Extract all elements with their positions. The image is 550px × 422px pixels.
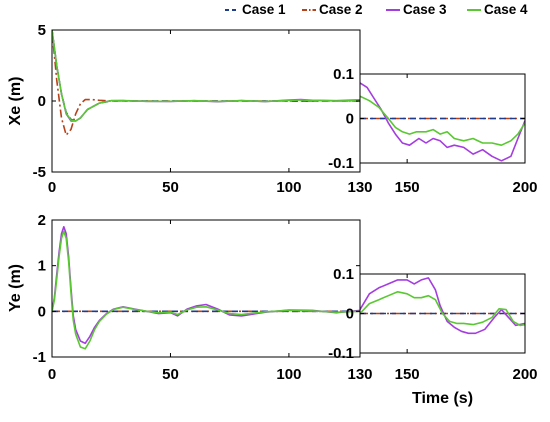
series-group <box>360 82 525 162</box>
series-group <box>52 226 360 350</box>
x-tick-label: 50 <box>162 366 179 383</box>
legend: Case 1 Case 2 Case 3 Case 4 <box>225 2 528 17</box>
y-tick-label: 5 <box>38 22 46 39</box>
y-tick-label: -5 <box>33 164 46 181</box>
y-tick-label: 0.1 <box>333 266 354 283</box>
x-tick-label: 0 <box>48 179 56 196</box>
legend-label: Case 3 <box>403 2 447 17</box>
y-tick-label: 0 <box>346 111 354 128</box>
x-tick-label: 150 <box>395 179 420 196</box>
y-tick-label: 0 <box>38 93 46 110</box>
panel-background <box>52 220 360 357</box>
panel-4: 130 150 200 -0.1 0 0.1 Time (s) <box>328 266 537 407</box>
x-tick-label: 200 <box>512 179 537 196</box>
x-tick-label: 200 <box>512 366 537 383</box>
series-line-case-4 <box>52 30 360 122</box>
legend-label: Case 2 <box>319 2 363 17</box>
legend-label: Case 1 <box>242 2 286 17</box>
series-line-case-3 <box>360 277 525 335</box>
legend-item-case-1: Case 1 <box>225 2 286 17</box>
x-axis-label: Time (s) <box>412 390 473 407</box>
y-tick-label: 1 <box>38 258 46 275</box>
y-tick-label: -0.1 <box>328 345 354 362</box>
x-tick-label: 100 <box>276 179 301 196</box>
panel-2: 130 150 200 -0.1 0 0.1 <box>328 66 537 196</box>
legend-item-case-2: Case 2 <box>302 2 363 17</box>
y-axis-label: Ye (m) <box>7 264 24 312</box>
y-tick-label: 0 <box>346 306 354 323</box>
y-tick-label: 2 <box>38 212 46 229</box>
x-tick-label: 130 <box>347 179 372 196</box>
x-tick-label: 50 <box>162 179 179 196</box>
series-line-case-4 <box>52 230 360 350</box>
x-tick-label: 100 <box>276 366 301 383</box>
series-group <box>52 30 360 136</box>
legend-item-case-3: Case 3 <box>386 2 447 17</box>
y-axis-label: Xe (m) <box>7 77 24 126</box>
y-tick-label: 0.1 <box>333 66 354 83</box>
x-tick-label: 130 <box>347 366 372 383</box>
series-line-case-4 <box>360 291 525 327</box>
legend-label: Case 4 <box>484 2 528 17</box>
y-tick-label: 0 <box>38 303 46 320</box>
legend-item-case-4: Case 4 <box>467 2 528 17</box>
series-line-case-3 <box>360 82 525 162</box>
x-tick-label: 0 <box>48 366 56 383</box>
series-line-case-4 <box>360 95 525 146</box>
y-tick-label: -0.1 <box>328 155 354 172</box>
y-tick-label: -1 <box>33 349 46 366</box>
series-group <box>360 277 525 335</box>
x-tick-label: 150 <box>395 366 420 383</box>
